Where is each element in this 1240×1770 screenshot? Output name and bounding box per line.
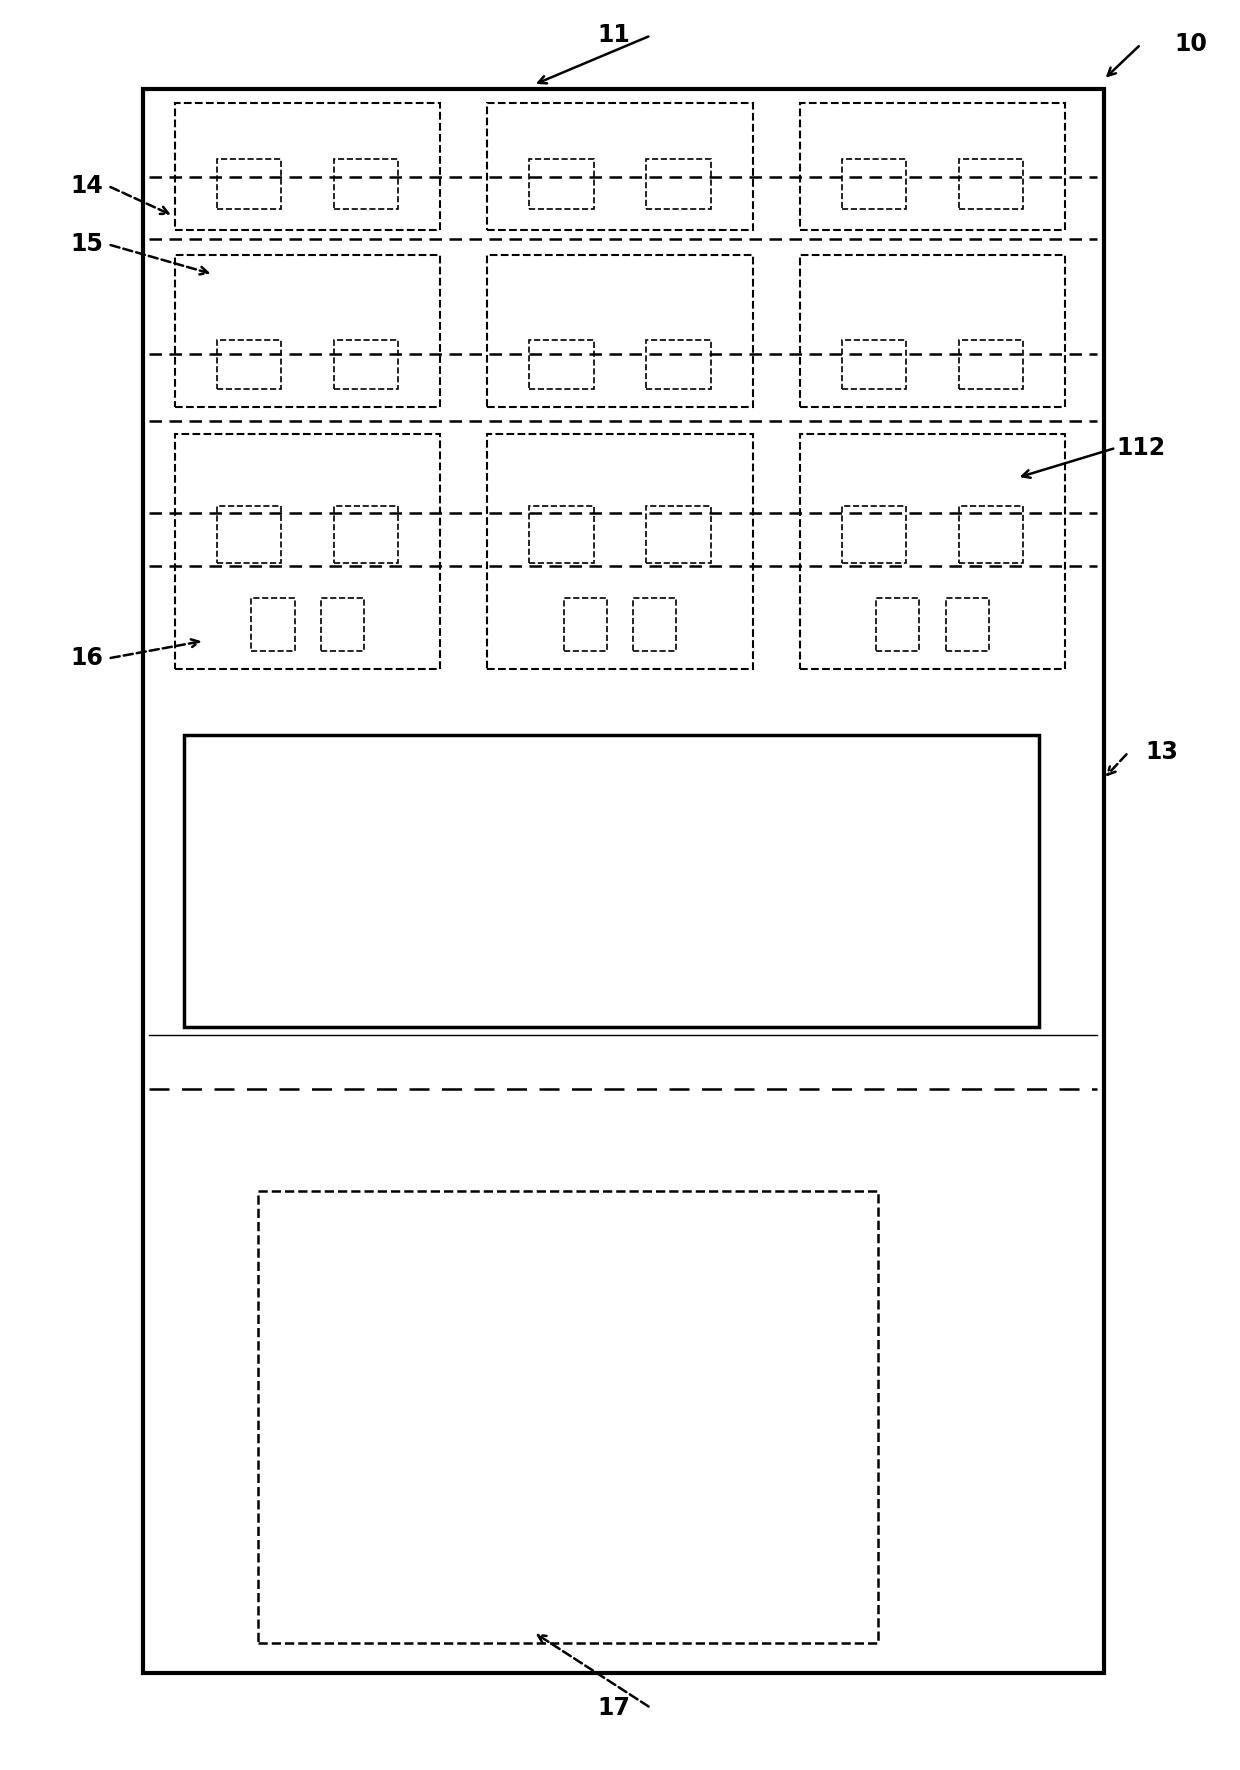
Bar: [487, 255, 753, 407]
Text: 15: 15: [71, 232, 104, 257]
Bar: [175, 103, 440, 230]
Text: 16: 16: [71, 646, 104, 671]
Bar: [175, 434, 440, 669]
Text: 112: 112: [1116, 435, 1166, 460]
Bar: [143, 88, 1104, 1673]
Bar: [563, 598, 606, 651]
Bar: [217, 506, 281, 563]
Bar: [487, 434, 753, 669]
Bar: [184, 735, 1039, 1027]
Bar: [529, 340, 594, 389]
Bar: [800, 255, 1065, 407]
Text: 17: 17: [598, 1696, 630, 1720]
Bar: [646, 159, 711, 209]
Bar: [959, 340, 1023, 389]
Bar: [217, 340, 281, 389]
Bar: [646, 340, 711, 389]
Bar: [258, 1191, 878, 1643]
Bar: [487, 103, 753, 230]
Bar: [529, 159, 594, 209]
Bar: [959, 506, 1023, 563]
Bar: [646, 506, 711, 563]
Text: 14: 14: [71, 173, 103, 198]
Bar: [334, 159, 398, 209]
Text: 11: 11: [598, 23, 630, 48]
Bar: [250, 598, 295, 651]
Bar: [842, 340, 906, 389]
Bar: [875, 598, 920, 651]
Bar: [842, 159, 906, 209]
Bar: [959, 159, 1023, 209]
Bar: [334, 506, 398, 563]
Bar: [842, 506, 906, 563]
Bar: [320, 598, 365, 651]
Bar: [529, 506, 594, 563]
Bar: [217, 159, 281, 209]
Bar: [800, 434, 1065, 669]
Bar: [946, 598, 990, 651]
Bar: [175, 255, 440, 407]
Bar: [334, 340, 398, 389]
Text: 13: 13: [1145, 740, 1178, 765]
Bar: [634, 598, 677, 651]
Bar: [800, 103, 1065, 230]
Text: 10: 10: [1174, 32, 1207, 57]
